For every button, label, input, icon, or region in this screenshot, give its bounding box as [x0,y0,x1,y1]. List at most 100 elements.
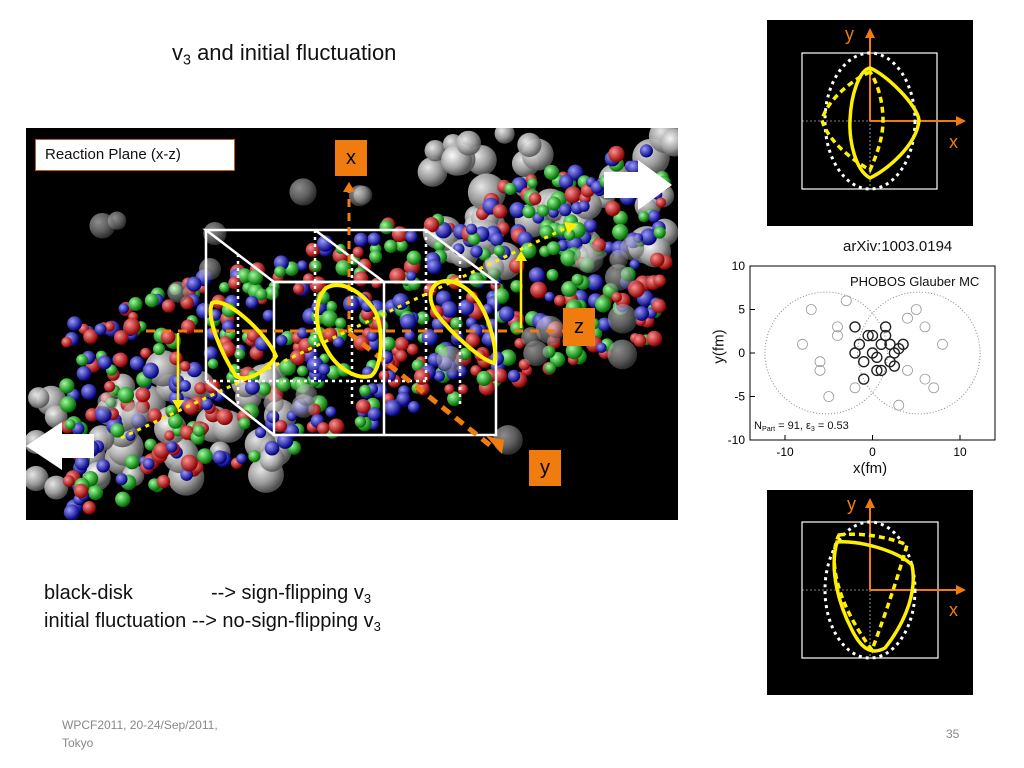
nucleon [424,139,446,162]
nucleon [578,200,590,212]
nucleon [279,358,296,376]
spectator-point [805,304,817,315]
nucleon [317,422,330,435]
y-tick-label: 10 [732,259,746,273]
nucleon [493,288,510,304]
nucleon [355,399,371,414]
nucleon [612,223,629,241]
nucleon [417,156,448,187]
y-axis-line [347,331,493,448]
nucleon [594,296,611,313]
nucleon [297,260,308,271]
nucleon [646,330,663,347]
nucleon [400,313,417,330]
participant-point [888,360,901,372]
nucleon [255,288,268,301]
nucleon [96,459,110,473]
axis-label-y: y [529,450,561,486]
nucleon [153,442,170,459]
inset-top-drawing [801,28,966,191]
nucleon [384,399,402,417]
nucleon [583,218,598,233]
nucleon [276,334,288,347]
nucleon [379,220,394,235]
footer-conference: WPCF2011, 20-24/Sep/2011, [62,718,218,732]
nucleon [444,384,455,395]
y-tick-label: -5 [734,390,745,404]
nucleon [523,340,549,367]
inset-top-y-label: y [845,24,854,44]
nucleon [216,408,233,426]
nucleon [367,232,381,246]
spectator-point [937,338,948,350]
nucleon [470,245,483,258]
nucleon [605,200,621,217]
nucleon [144,293,159,308]
participant-point [862,329,874,342]
nucleon [122,401,150,430]
nucleon [295,384,318,406]
nucleon [61,336,72,348]
x-tick-label: 0 [869,445,876,459]
nucleon [391,226,408,243]
nucleon [164,430,175,441]
inset-bottom-drawing [801,498,966,660]
collision-drawing [26,128,678,520]
nucleon [59,378,75,394]
nucleon [492,204,508,219]
slice-shape-right [428,279,498,366]
nucleon [520,242,537,259]
spectator-point [893,399,905,411]
nucleon [62,475,75,487]
nucleon [147,408,162,423]
slide-title: v3 and initial fluctuation [172,40,397,69]
nucleon [489,232,504,247]
nucleon [543,164,560,180]
participant-point [879,321,892,333]
nucleon [76,354,88,366]
participant-point [858,373,870,385]
nucleon [457,384,469,395]
nucleon [530,281,548,299]
nucleon [426,258,442,275]
nucleon [354,416,367,428]
nucleon [384,239,398,253]
nucleon [142,457,155,470]
nucleon [650,252,665,267]
nucleon [196,448,213,464]
nucleon [608,145,625,163]
nucleon [332,336,345,348]
nucleon [104,321,115,332]
nucleon [97,392,118,413]
nucleon [264,285,279,301]
nucleon [596,342,607,353]
nucleon [219,282,230,293]
nucleon [186,276,202,292]
spectator-point [902,312,913,324]
spectator-point [814,365,826,376]
nucleon [167,413,183,429]
spectator-point [902,365,913,376]
nucleon [435,222,452,239]
participant-point [866,329,879,342]
y-tick-label: 5 [738,303,745,317]
nucleon [396,391,411,406]
nucleon [392,293,410,310]
nucleon [597,317,612,332]
nucleon [274,265,286,278]
nucleon [179,379,191,392]
nucleon [320,310,338,327]
participant-point [849,321,861,333]
nucleon [369,250,383,264]
nucleon [26,465,49,492]
nucleon [423,216,440,233]
nucleon [465,223,478,235]
nucleon [104,380,116,393]
nucleon [499,349,517,366]
footer: WPCF2011, 20-24/Sep/2011, Tokyo [62,716,292,752]
nucleon [404,330,416,341]
spectator-point [797,338,808,350]
nucleon [558,203,572,217]
slice-shape-middle [315,283,383,379]
nucleon [465,333,480,348]
